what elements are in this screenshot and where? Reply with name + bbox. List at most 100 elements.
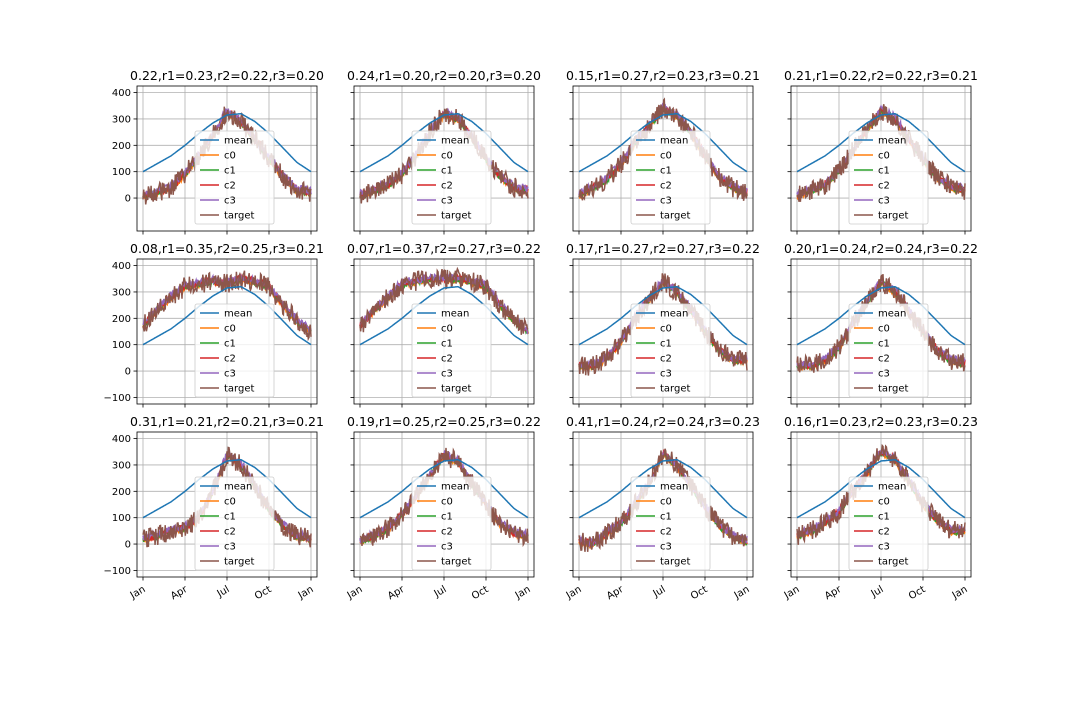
legend-label-c3: c3	[224, 369, 236, 380]
plot-area	[142, 446, 312, 548]
y-tick-label: 300	[112, 287, 131, 298]
subplot-panel-2: 0.24,r1=0.20,r2=0.20,r3=0.20 mean c0 c1 c2 c3…	[347, 68, 541, 235]
subplot-grid: 0.22,r1=0.23,r2=0.22,r3=0.20 0 100 200 300 40…	[104, 68, 978, 602]
series-line-target	[796, 443, 966, 545]
legend-label-c2: c2	[441, 181, 453, 192]
series-line-mean	[578, 458, 748, 519]
legend: mean c0 c1 c2 c3 target	[630, 303, 711, 398]
legend-label-c2: c2	[441, 354, 453, 365]
legend-label-target: target	[441, 211, 471, 222]
y-tick-label: 400	[112, 88, 131, 99]
axes-frame	[136, 85, 318, 232]
legend-label-c1: c1	[660, 512, 672, 523]
legend-label-c3: c3	[660, 542, 672, 553]
series-line-mean	[578, 112, 748, 173]
plot-area	[796, 104, 966, 202]
legend: mean c0 c1 c2 c3 target	[848, 476, 929, 571]
legend-label-c0: c0	[660, 151, 672, 162]
subplot-panel-7: 0.17,r1=0.27,r2=0.27,r3=0.22 mean c0 c1 c2 c3…	[566, 241, 760, 408]
legend-label-c3: c3	[878, 542, 890, 553]
legend-label-c0: c0	[660, 324, 672, 335]
legend-label-c1: c1	[660, 166, 672, 177]
legend-label-target: target	[224, 211, 254, 222]
legend: mean c0 c1 c2 c3 target	[411, 130, 492, 225]
subplot-title: 0.31,r1=0.21,r2=0.21,r3=0.21	[130, 414, 324, 429]
series-line-mean	[578, 285, 748, 346]
legend-label-c1: c1	[441, 339, 453, 350]
legend-label-c0: c0	[441, 497, 453, 508]
legend: mean c0 c1 c2 c3 target	[630, 476, 711, 571]
y-tick-label: −100	[104, 393, 131, 404]
plot-area	[578, 273, 748, 376]
subplot-panel-3: 0.15,r1=0.27,r2=0.23,r3=0.21 mean c0 c1 c2 c3…	[566, 68, 760, 235]
plot-area	[578, 97, 748, 201]
series-line-mean	[142, 458, 312, 519]
legend-label-target: target	[441, 384, 471, 395]
legend-label-c2: c2	[878, 181, 890, 192]
legend-label-target: target	[441, 557, 471, 568]
subplot-title: 0.41,r1=0.24,r2=0.24,r3=0.23	[566, 414, 760, 429]
series-line-target	[142, 446, 312, 548]
subplot-title: 0.19,r1=0.25,r2=0.25,r3=0.22	[347, 414, 541, 429]
axes-frame	[572, 258, 754, 405]
legend-label-c1: c1	[441, 166, 453, 177]
legend-label-c0: c0	[660, 497, 672, 508]
series-line-target	[359, 108, 529, 204]
plot-area	[142, 270, 312, 346]
subplot-panel-6: 0.07,r1=0.37,r2=0.27,r3=0.22 mean c0 c1 c2 c3…	[347, 241, 541, 408]
legend-label-c1: c1	[878, 339, 890, 350]
y-tick-label: 200	[112, 314, 131, 325]
legend-label-mean: mean	[660, 309, 688, 320]
legend-label-c2: c2	[224, 181, 236, 192]
legend-label-c2: c2	[224, 354, 236, 365]
legend-label-c3: c3	[441, 369, 453, 380]
legend: mean c0 c1 c2 c3 target	[411, 476, 492, 571]
legend-label-c2: c2	[441, 527, 453, 538]
legend-label-c2: c2	[878, 354, 890, 365]
y-tick-label: 0	[125, 367, 131, 378]
subplot-panel-1: 0.22,r1=0.23,r2=0.22,r3=0.20 0 100 200 300 40…	[112, 68, 324, 235]
subplot-panel-8: 0.20,r1=0.24,r2=0.24,r3=0.22 mean c0 c1 c2 c3…	[784, 241, 978, 408]
series-line-target	[142, 106, 312, 205]
legend-label-mean: mean	[441, 482, 469, 493]
legend-label-mean: mean	[441, 309, 469, 320]
subplot-title: 0.24,r1=0.20,r2=0.20,r3=0.20	[347, 68, 541, 83]
legend-label-c2: c2	[224, 527, 236, 538]
y-tick-label: −100	[104, 566, 131, 577]
legend-label-target: target	[660, 557, 690, 568]
plot-area	[359, 447, 529, 548]
axes-frame	[790, 85, 972, 232]
legend-label-c1: c1	[660, 339, 672, 350]
legend-label-c3: c3	[660, 369, 672, 380]
legend-label-target: target	[660, 211, 690, 222]
legend-label-mean: mean	[224, 309, 252, 320]
axes-frame	[572, 431, 754, 578]
series-line-mean	[142, 285, 312, 346]
subplot-title: 0.22,r1=0.23,r2=0.22,r3=0.20	[130, 68, 324, 83]
subplot-panel-4: 0.21,r1=0.22,r2=0.22,r3=0.21 mean c0 c1 c2 c3…	[784, 68, 978, 235]
legend-label-mean: mean	[224, 136, 252, 147]
legend-label-c0: c0	[224, 324, 236, 335]
plot-area	[359, 266, 529, 346]
y-tick-label: 0	[125, 540, 131, 551]
axes-frame	[353, 85, 535, 232]
legend-label-mean: mean	[660, 482, 688, 493]
legend-label-c1: c1	[224, 339, 236, 350]
axes-frame	[790, 431, 972, 578]
legend-label-c3: c3	[660, 196, 672, 207]
axes-frame	[136, 431, 318, 578]
y-tick-label: 300	[112, 114, 131, 125]
y-tick-label: 100	[112, 167, 131, 178]
series-line-target	[359, 266, 529, 335]
subplot-title: 0.21,r1=0.22,r2=0.22,r3=0.21	[784, 68, 978, 83]
legend-label-c1: c1	[878, 166, 890, 177]
subplot-panel-9: 0.31,r1=0.21,r2=0.21,r3=0.21 −100 0 100 200 3…	[104, 414, 324, 602]
subplot-title: 0.20,r1=0.24,r2=0.24,r3=0.22	[784, 241, 978, 256]
legend-label-c3: c3	[224, 542, 236, 553]
y-tick-label: 100	[112, 513, 131, 524]
series-line-target	[142, 270, 312, 342]
legend-label-mean: mean	[878, 309, 906, 320]
legend-label-c3: c3	[441, 542, 453, 553]
y-tick-label: 0	[125, 194, 131, 205]
